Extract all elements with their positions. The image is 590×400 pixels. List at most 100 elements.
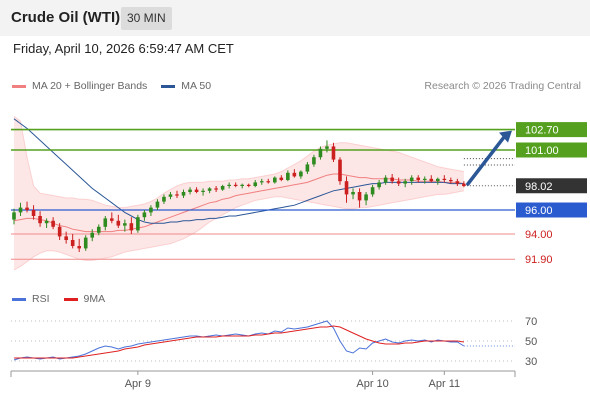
candle-down — [194, 189, 199, 192]
chart-header: Crude Oil (WTI) 30 MIN — [0, 0, 590, 36]
time-axis-label: Apr 10 — [356, 378, 388, 390]
legend-label: MA 20 + Bollinger Bands — [32, 80, 148, 92]
candle-up — [18, 207, 23, 213]
ma20-line — [13, 173, 464, 233]
candle-up — [240, 184, 244, 186]
candle-up — [90, 232, 95, 238]
candle-up — [96, 226, 101, 233]
candle-down — [57, 226, 62, 237]
rsi-tick-label: 50 — [525, 336, 537, 348]
legend-swatch — [161, 84, 176, 88]
rsi-panel: 70 50 30 — [11, 316, 537, 368]
pivot-label: 96.00 — [525, 205, 553, 217]
level-labels: 102.70 101.00 98.02 96.00 94.00 91.90 — [516, 122, 587, 266]
candle-down — [233, 184, 238, 186]
candle-up — [364, 194, 368, 201]
candle-up — [422, 178, 427, 180]
forecast-arrow-head — [499, 130, 512, 143]
bollinger-bands — [13, 115, 464, 271]
legend-swatch — [12, 84, 26, 88]
candle-up — [305, 164, 310, 172]
candle-up — [201, 190, 205, 192]
ma50-line — [13, 118, 464, 224]
legend-label: MA 50 — [181, 80, 212, 92]
candle-down — [246, 184, 251, 186]
research-credit: Research © 2026 Trading Central — [424, 80, 581, 92]
candle-down — [429, 178, 434, 182]
candle-up — [312, 157, 316, 165]
candle-down — [292, 172, 297, 177]
last-price-label-box — [516, 178, 587, 194]
moving-averages — [13, 118, 464, 233]
candle-up — [207, 188, 212, 191]
key-levels — [11, 128, 515, 260]
rsi-legend: RSI 9MA — [12, 293, 119, 305]
datetime-label: Friday, April 10, 2026 6:59:47 AM CET — [13, 41, 234, 56]
candle-down — [129, 223, 134, 231]
candle-down — [396, 181, 401, 184]
legend-swatch — [63, 297, 78, 301]
pivot-label-box — [516, 202, 587, 218]
candle-up — [168, 194, 173, 197]
forecast-arrow — [466, 130, 512, 186]
candle-up — [370, 187, 375, 195]
support-label: 94.00 — [525, 229, 553, 241]
candle-up — [377, 182, 381, 188]
candle-down — [390, 177, 394, 182]
candle-down — [331, 146, 336, 160]
timeframe-button[interactable]: 30 MIN — [121, 7, 172, 30]
candle-down — [64, 236, 68, 240]
candle-down — [416, 177, 421, 180]
candle-up — [83, 237, 88, 249]
candle-down — [357, 192, 362, 201]
resistance-label: 101.00 — [525, 145, 559, 157]
candle-down — [25, 207, 29, 210]
legend-label: RSI — [32, 293, 50, 305]
candle-up — [162, 196, 166, 202]
candle-up — [123, 223, 127, 226]
candle-up — [181, 192, 186, 196]
legend-item-ma50: MA 50 — [161, 80, 211, 92]
candle-up — [220, 186, 225, 190]
candle-down — [442, 178, 447, 180]
time-axis-label: Apr 11 — [429, 378, 461, 390]
candle-up — [409, 177, 414, 182]
candle-up — [273, 177, 277, 183]
candle-up — [286, 172, 290, 180]
candle-up — [12, 212, 16, 220]
candle-up — [155, 201, 160, 208]
bollinger-band-fill — [14, 116, 464, 271]
candle-up — [188, 189, 192, 192]
bollinger-lower-line — [13, 190, 464, 271]
candle-down — [175, 194, 179, 196]
candle-up — [142, 212, 147, 218]
forecast-arrow-shaft — [466, 132, 508, 186]
candle-down — [455, 181, 460, 184]
candle-up — [299, 171, 303, 177]
candle-up — [351, 192, 355, 195]
resistance-label-box — [516, 142, 587, 158]
support-label: 91.90 — [525, 254, 553, 266]
candle-up — [403, 181, 407, 184]
legend-item-9ma: 9MA — [63, 293, 106, 305]
candle-down — [77, 246, 81, 249]
candle-up — [436, 178, 440, 182]
candle-down — [279, 177, 284, 180]
candle-up — [325, 146, 329, 149]
main-legend: MA 20 + Bollinger Bands MA 50 — [12, 80, 225, 92]
candle-up — [44, 220, 49, 224]
candle-down — [449, 180, 453, 182]
candle-up — [253, 182, 258, 186]
candle-up — [259, 181, 264, 183]
rsi-line — [13, 320, 465, 361]
candle-down — [214, 188, 218, 190]
candle-up — [103, 218, 108, 227]
legend-swatch — [12, 297, 26, 301]
rsi-ma9-line — [14, 325, 464, 359]
time-axis: Apr 9 Apr 10 Apr 11 — [10, 370, 516, 390]
legend-label: 9MA — [83, 293, 106, 305]
rsi-tick-label: 30 — [525, 356, 537, 368]
resistance-label-box — [516, 122, 587, 138]
candle-down — [338, 159, 342, 182]
candles — [12, 140, 466, 252]
